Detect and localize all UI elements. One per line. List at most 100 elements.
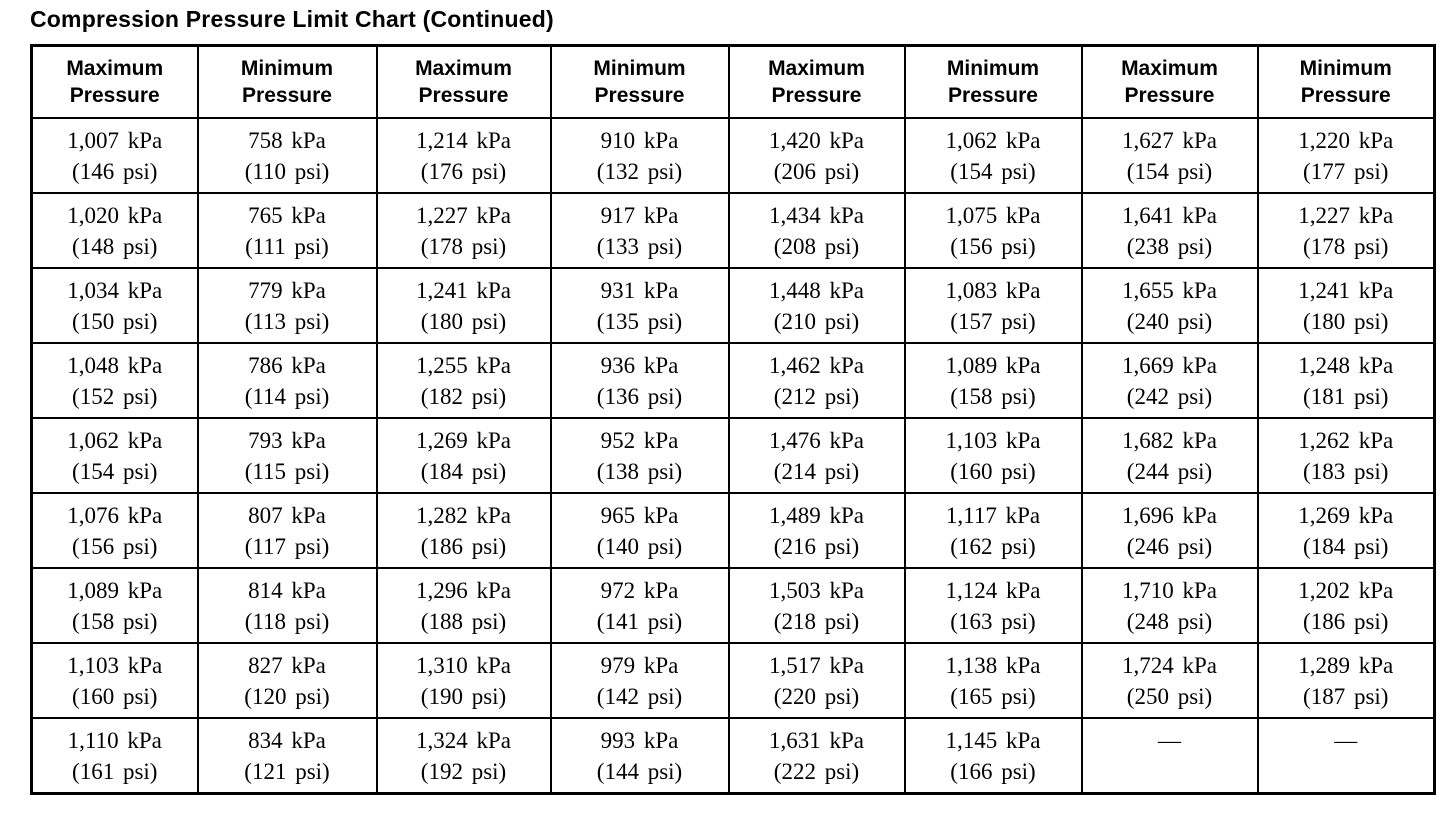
psi-value: (142 psi) bbox=[596, 683, 683, 709]
kpa-value: — bbox=[1334, 727, 1358, 753]
psi-value: (206 psi) bbox=[773, 158, 860, 184]
pressure-cell: 1,420 kPa (206 psi) bbox=[727, 117, 906, 194]
pressure-cell: 1,062 kPa (154 psi) bbox=[30, 417, 199, 494]
pressure-cell: 827 kPa (120 psi) bbox=[196, 642, 378, 719]
pressure-cell: 1,048 kPa (152 psi) bbox=[30, 342, 199, 419]
pressure-cell: 936 kPa (136 psi) bbox=[549, 342, 730, 419]
psi-value: (183 psi) bbox=[1303, 458, 1389, 484]
psi-value: (121 psi) bbox=[244, 758, 330, 784]
kpa-value: 1,062 kPa bbox=[945, 127, 1041, 153]
table-row: 1,048 kPa (152 psi) 786 kPa (114 psi) 1,255 … bbox=[30, 342, 1436, 419]
pressure-cell: 1,655 kPa (240 psi) bbox=[1080, 267, 1259, 344]
kpa-value: — bbox=[1158, 727, 1181, 753]
pressure-cell: 765 kPa (111 psi) bbox=[196, 192, 378, 269]
pressure-cell: 1,076 kPa (156 psi) bbox=[30, 492, 199, 569]
kpa-value: 1,214 kPa bbox=[416, 127, 511, 153]
kpa-value: 965 kPa bbox=[600, 502, 679, 528]
pressure-cell: 1,462 kPa (212 psi) bbox=[727, 342, 906, 419]
kpa-value: 1,110 kPa bbox=[67, 727, 162, 753]
table-header-row: Maximum Pressure Minimum Pressure Maximum … bbox=[30, 44, 1436, 119]
pressure-cell: 1,034 kPa (150 psi) bbox=[30, 267, 199, 344]
page-title: Compression Pressure Limit Chart (Contin… bbox=[30, 6, 554, 32]
table-row: 1,007 kPa (146 psi) 758 kPa (110 psi) 1,214 … bbox=[30, 117, 1436, 194]
kpa-value: 1,034 kPa bbox=[67, 277, 163, 303]
kpa-value: 1,248 kPa bbox=[1298, 352, 1394, 378]
psi-value: (163 psi) bbox=[950, 608, 1036, 634]
pressure-cell: 779 kPa (113 psi) bbox=[196, 267, 378, 344]
kpa-value: 1,710 kPa bbox=[1122, 577, 1217, 603]
kpa-value: 786 kPa bbox=[248, 352, 326, 378]
pressure-cell: 1,089 kPa (158 psi) bbox=[903, 342, 1083, 419]
pressure-cell: 1,227 kPa (178 psi) bbox=[1256, 192, 1436, 269]
psi-value: (182 psi) bbox=[420, 383, 507, 409]
pressure-cell: 1,641 kPa (238 psi) bbox=[1080, 192, 1259, 269]
kpa-value: 1,083 kPa bbox=[945, 277, 1041, 303]
psi-value: (156 psi) bbox=[950, 233, 1036, 259]
pressure-cell: — bbox=[1256, 717, 1436, 795]
pressure-cell: 786 kPa (114 psi) bbox=[196, 342, 378, 419]
pressure-cell: 1,710 kPa (248 psi) bbox=[1080, 567, 1259, 644]
kpa-value: 1,631 kPa bbox=[769, 727, 864, 753]
psi-value: (152 psi) bbox=[72, 383, 158, 409]
kpa-value: 993 kPa bbox=[600, 727, 679, 753]
pressure-cell: 1,448 kPa (210 psi) bbox=[727, 267, 906, 344]
column-header-8: Minimum Pressure bbox=[1256, 44, 1436, 119]
kpa-value: 979 kPa bbox=[600, 652, 679, 678]
pressure-cell: 910 kPa (132 psi) bbox=[549, 117, 730, 194]
kpa-value: 1,489 kPa bbox=[769, 502, 864, 528]
kpa-value: 807 kPa bbox=[248, 502, 326, 528]
kpa-value: 1,641 kPa bbox=[1122, 202, 1217, 228]
pressure-cell: 1,282 kPa (186 psi) bbox=[375, 492, 552, 569]
pressure-cell: 1,124 kPa (163 psi) bbox=[903, 567, 1083, 644]
kpa-value: 1,227 kPa bbox=[416, 202, 511, 228]
pressure-cell: 1,627 kPa (154 psi) bbox=[1080, 117, 1259, 194]
pressure-cell: 1,241 kPa (180 psi) bbox=[1256, 267, 1436, 344]
table-row: 1,076 kPa (156 psi) 807 kPa (117 psi) 1,282 … bbox=[30, 492, 1436, 569]
psi-value: (180 psi) bbox=[420, 308, 507, 334]
kpa-value: 1,724 kPa bbox=[1122, 652, 1217, 678]
psi-value: (181 psi) bbox=[1303, 383, 1389, 409]
pressure-cell: 807 kPa (117 psi) bbox=[196, 492, 378, 569]
kpa-value: 931 kPa bbox=[600, 277, 679, 303]
psi-value: (188 psi) bbox=[420, 608, 507, 634]
psi-value: (161 psi) bbox=[72, 758, 158, 784]
pressure-cell: 1,324 kPa (192 psi) bbox=[375, 717, 552, 795]
pressure-cell: 972 kPa (141 psi) bbox=[549, 567, 730, 644]
column-header-1: Maximum Pressure bbox=[30, 44, 199, 119]
table-row: 1,062 kPa (154 psi) 793 kPa (115 psi) 1,269 … bbox=[30, 417, 1436, 494]
psi-value: (156 psi) bbox=[72, 533, 158, 559]
pressure-cell: 1,220 kPa (177 psi) bbox=[1256, 117, 1436, 194]
kpa-value: 917 kPa bbox=[600, 202, 679, 228]
psi-value: (166 psi) bbox=[950, 758, 1036, 784]
table-row: 1,020 kPa (148 psi) 765 kPa (111 psi) 1,227 … bbox=[30, 192, 1436, 269]
pressure-cell: 931 kPa (135 psi) bbox=[549, 267, 730, 344]
compression-pressure-table: Maximum Pressure Minimum Pressure Maximum … bbox=[30, 44, 1436, 795]
psi-value: (138 psi) bbox=[596, 458, 683, 484]
kpa-value: 1,007 kPa bbox=[67, 127, 163, 153]
psi-value: (118 psi) bbox=[244, 608, 330, 634]
psi-value: (240 psi) bbox=[1126, 308, 1213, 334]
psi-value: (154 psi) bbox=[1126, 158, 1213, 184]
pressure-cell: 1,241 kPa (180 psi) bbox=[375, 267, 552, 344]
kpa-value: 834 kPa bbox=[248, 727, 326, 753]
kpa-value: 1,503 kPa bbox=[769, 577, 864, 603]
psi-value: (214 psi) bbox=[773, 458, 860, 484]
pressure-cell: 1,089 kPa (158 psi) bbox=[30, 567, 199, 644]
pressure-cell: 993 kPa (144 psi) bbox=[549, 717, 730, 795]
psi-value: (146 psi) bbox=[72, 158, 158, 184]
column-header-3: Maximum Pressure bbox=[375, 44, 552, 119]
psi-value: (187 psi) bbox=[1303, 683, 1389, 709]
kpa-value: 1,138 kPa bbox=[945, 652, 1041, 678]
psi-value: (248 psi) bbox=[1126, 608, 1213, 634]
column-header-6: Minimum Pressure bbox=[903, 44, 1083, 119]
kpa-value: 1,517 kPa bbox=[769, 652, 864, 678]
psi-value: (136 psi) bbox=[596, 383, 683, 409]
psi-value: (244 psi) bbox=[1126, 458, 1213, 484]
psi-value: (113 psi) bbox=[244, 308, 330, 334]
psi-value: (135 psi) bbox=[596, 308, 683, 334]
pressure-cell: 979 kPa (142 psi) bbox=[549, 642, 730, 719]
pressure-cell: 793 kPa (115 psi) bbox=[196, 417, 378, 494]
psi-value: (150 psi) bbox=[72, 308, 158, 334]
column-header-7: Maximum Pressure bbox=[1080, 44, 1259, 119]
